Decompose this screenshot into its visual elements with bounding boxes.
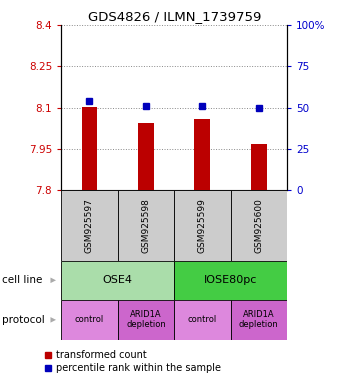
Bar	[231, 190, 287, 261]
Bar	[231, 300, 287, 340]
Bar	[195, 119, 210, 190]
Text: OSE4: OSE4	[103, 275, 133, 285]
Text: ARID1A
depletion: ARID1A depletion	[239, 310, 279, 329]
Bar	[61, 300, 118, 340]
Bar	[174, 190, 231, 261]
Bar	[174, 300, 231, 340]
Bar	[61, 190, 118, 261]
Text: cell line: cell line	[2, 275, 42, 285]
Bar	[82, 107, 97, 190]
Text: GSM925600: GSM925600	[254, 198, 263, 253]
Bar	[118, 190, 174, 261]
Text: GSM925599: GSM925599	[198, 198, 207, 253]
Text: control: control	[75, 315, 104, 324]
Text: GSM925597: GSM925597	[85, 198, 94, 253]
Legend: transformed count, percentile rank within the sample: transformed count, percentile rank withi…	[40, 346, 225, 377]
Text: control: control	[188, 315, 217, 324]
Text: GSM925598: GSM925598	[141, 198, 150, 253]
Text: GDS4826 / ILMN_1739759: GDS4826 / ILMN_1739759	[88, 10, 262, 23]
Bar	[174, 261, 287, 300]
Bar	[251, 144, 267, 190]
Text: protocol: protocol	[2, 315, 44, 325]
Text: IOSE80pc: IOSE80pc	[204, 275, 257, 285]
Bar	[61, 261, 174, 300]
Bar	[118, 300, 174, 340]
Bar	[138, 122, 154, 190]
Text: ARID1A
depletion: ARID1A depletion	[126, 310, 166, 329]
